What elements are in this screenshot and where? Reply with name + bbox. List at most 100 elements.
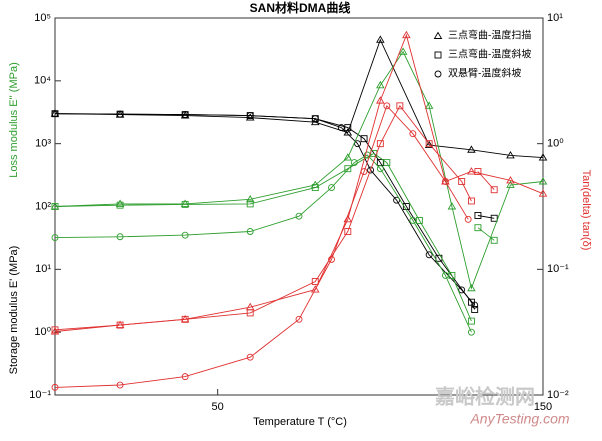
- y-tick-label: 10⁰: [34, 326, 51, 338]
- marker-square: [396, 102, 404, 110]
- marker-circle: [246, 112, 254, 120]
- marker-circle: [409, 216, 417, 224]
- marker-square: [467, 317, 475, 325]
- marker-square: [360, 135, 368, 143]
- series-line: [54, 104, 495, 331]
- marker-square: [471, 305, 479, 313]
- marker-square: [181, 315, 189, 323]
- marker-triangle: [467, 283, 476, 292]
- marker-triangle: [245, 194, 255, 203]
- y-tick-label: 10⁻¹: [29, 389, 51, 401]
- marker-circle: [383, 102, 391, 110]
- marker-triangle: [50, 202, 60, 210]
- marker-circle: [441, 271, 449, 279]
- x-tick-label: 150: [534, 401, 552, 413]
- x-tick-label: 50: [212, 401, 224, 413]
- marker-square: [344, 165, 352, 173]
- marker-square: [116, 201, 124, 209]
- marker-triangle: [310, 285, 320, 293]
- x-axis-label: Temperature T (°C): [253, 416, 347, 428]
- marker-square: [181, 200, 189, 208]
- watermark: AnyTesting.com: [469, 411, 569, 427]
- marker-circle: [181, 373, 189, 381]
- marker-square: [116, 321, 124, 329]
- y-tick-label: 10⁴: [34, 75, 51, 87]
- marker-circle: [367, 166, 375, 174]
- marker-circle: [471, 301, 479, 309]
- marker-triangle: [343, 214, 353, 223]
- marker-circle: [51, 234, 59, 242]
- marker-triangle: [433, 31, 443, 39]
- marker-triangle: [50, 327, 60, 335]
- series-line: [54, 113, 476, 306]
- marker-square: [246, 309, 254, 317]
- marker-square: [311, 278, 319, 285]
- marker-triangle: [376, 80, 385, 89]
- y-axis-label-loss: Loss modulus E'' (MPa): [8, 62, 20, 177]
- marker-circle: [441, 178, 449, 185]
- marker-circle: [350, 159, 358, 167]
- marker-circle: [51, 383, 59, 391]
- marker-square: [490, 214, 498, 222]
- marker-square: [434, 51, 442, 59]
- marker-square: [425, 140, 433, 148]
- marker-circle: [464, 215, 472, 223]
- marker-circle: [434, 70, 442, 78]
- marker-square: [246, 200, 254, 208]
- legend-label: 双悬臂-温度斜坡: [448, 67, 521, 80]
- marker-square: [344, 228, 352, 235]
- marker-square: [490, 236, 498, 244]
- marker-triangle: [424, 101, 434, 109]
- marker-square: [51, 203, 59, 210]
- marker-triangle: [467, 145, 476, 153]
- marker-circle: [295, 212, 303, 220]
- marker-triangle: [50, 109, 60, 117]
- legend-label: 三点弯曲-温度扫描: [448, 29, 531, 42]
- marker-circle: [360, 168, 368, 175]
- marker-square: [415, 216, 423, 224]
- marker-triangle: [376, 96, 385, 104]
- marker-triangle: [506, 176, 515, 184]
- marker-triangle: [506, 180, 515, 188]
- y2-tick-label: 10¹: [547, 12, 563, 24]
- marker-circle: [337, 124, 345, 132]
- marker-square: [474, 212, 482, 219]
- series-line: [54, 50, 544, 290]
- marker-triangle: [538, 189, 548, 197]
- marker-circle: [116, 110, 124, 118]
- marker-square: [376, 140, 384, 148]
- marker-triangle: [506, 151, 515, 159]
- marker-circle: [425, 251, 433, 259]
- series-line: [54, 152, 495, 322]
- marker-triangle: [180, 199, 190, 207]
- series-line: [54, 38, 544, 159]
- y2-tick-label: 10⁻²: [547, 389, 569, 401]
- marker-square: [51, 326, 59, 334]
- y-tick-label: 10²: [35, 200, 51, 212]
- marker-square: [490, 186, 498, 194]
- y-tick-label: 10³: [35, 138, 51, 150]
- marker-triangle: [245, 113, 255, 121]
- marker-triangle: [398, 47, 408, 55]
- marker-triangle: [447, 202, 457, 210]
- marker-triangle: [538, 153, 548, 161]
- y2-axis-label: Tan(delta) tan(δ): [580, 170, 592, 251]
- marker-square: [344, 124, 352, 132]
- marker-triangle: [402, 30, 411, 39]
- marker-circle: [393, 196, 401, 204]
- series-line: [54, 154, 472, 333]
- marker-circle: [409, 130, 417, 138]
- marker-square: [448, 271, 456, 279]
- chart-title: SAN材料DMA曲线: [250, 0, 351, 15]
- marker-circle: [116, 233, 124, 241]
- marker-circle: [328, 184, 335, 192]
- marker-triangle: [467, 167, 476, 175]
- y2-tick-label: 10⁻¹: [547, 263, 569, 275]
- marker-circle: [246, 228, 254, 235]
- marker-square: [383, 159, 391, 167]
- marker-circle: [311, 115, 319, 123]
- marker-square: [458, 178, 466, 185]
- series-line: [54, 104, 469, 388]
- y-tick-label: 10¹: [35, 263, 51, 275]
